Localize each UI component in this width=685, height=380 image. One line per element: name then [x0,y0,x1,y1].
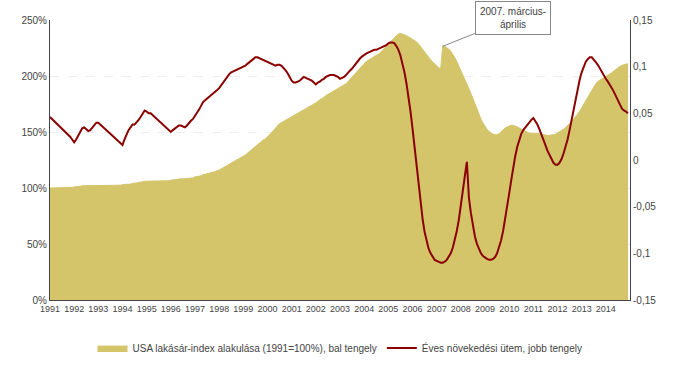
svg-text:2010: 2010 [499,304,519,314]
svg-text:2002: 2002 [306,304,326,314]
svg-text:2000: 2000 [257,304,277,314]
svg-text:1994: 1994 [112,304,132,314]
svg-text:150%: 150% [21,127,47,138]
svg-text:50%: 50% [27,239,47,250]
svg-text:2007. március-április: 2007. március-április [480,6,546,30]
svg-text:1999: 1999 [233,304,253,314]
svg-text:2011: 2011 [524,304,543,314]
svg-text:2013: 2013 [572,304,592,314]
svg-text:2005: 2005 [378,304,398,314]
svg-text:0,15: 0,15 [633,15,653,26]
svg-text:0: 0 [633,155,639,166]
svg-text:USA lakásár-index alakulása (1: USA lakásár-index alakulása (1991=100%),… [133,343,377,354]
svg-text:200%: 200% [21,71,47,82]
svg-text:Éves növekedési ütem, jobb ten: Éves növekedési ütem, jobb tengely [422,342,582,354]
svg-text:2006: 2006 [402,304,422,314]
svg-text:2003: 2003 [330,304,350,314]
svg-text:1995: 1995 [137,304,157,314]
svg-text:2009: 2009 [475,304,495,314]
svg-text:1992: 1992 [64,304,84,314]
svg-text:2014: 2014 [596,304,616,314]
svg-text:250%: 250% [21,15,47,26]
svg-text:1998: 1998 [209,304,229,314]
svg-text:2007: 2007 [427,304,447,314]
svg-text:1991: 1991 [40,304,60,314]
svg-text:2008: 2008 [451,304,471,314]
svg-text:-0,1: -0,1 [633,248,651,259]
svg-text:100%: 100% [21,183,47,194]
svg-text:0,1: 0,1 [633,61,647,72]
svg-text:1997: 1997 [185,304,205,314]
svg-text:1996: 1996 [161,304,181,314]
svg-text:1993: 1993 [88,304,108,314]
svg-text:-0,05: -0,05 [633,201,656,212]
svg-text:2001: 2001 [282,304,302,314]
svg-text:-0,15: -0,15 [633,295,656,306]
svg-text:0,05: 0,05 [633,108,653,119]
svg-text:0%: 0% [33,295,48,306]
svg-text:2004: 2004 [354,304,374,314]
svg-text:2012: 2012 [547,304,567,314]
